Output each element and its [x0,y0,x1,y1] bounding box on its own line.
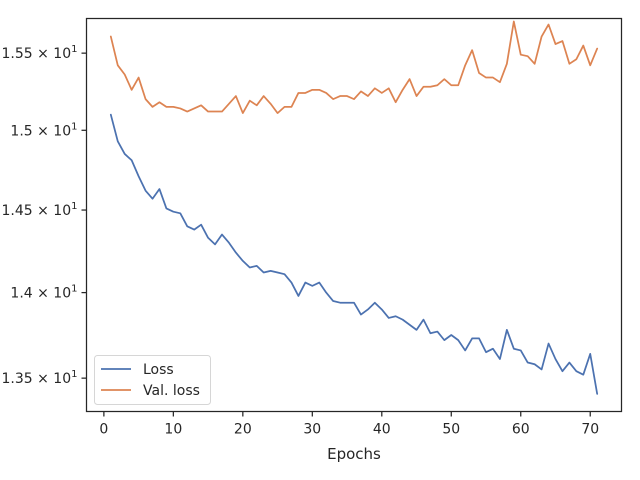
axes-frame [85,17,623,413]
series-layer [109,20,599,395]
y-tick-label: 1.4 × 101 [10,284,77,302]
x-tick-label: 50 [442,422,460,438]
x-tick-label: 40 [373,422,391,438]
x-tick-label: 0 [99,422,108,438]
y-tick-label: 1.55 × 101 [2,44,78,62]
y-axis: 1.35 × 101 1.4 × 101 1.45 × 101 1.5 × 101 1.… [2,44,87,387]
x-tick-label: 70 [581,422,599,438]
x-tick-label: 10 [164,422,182,438]
x-axis: 0 10 20 30 40 50 60 70 [99,411,599,438]
legend-box [94,355,211,405]
y-tick-label: 1.45 × 101 [2,201,78,219]
legend-label-val-loss: Val. loss [143,383,200,399]
legend: Loss Val. loss [94,355,211,405]
x-tick-label: 30 [303,422,321,438]
x-tick-label: 20 [234,422,252,438]
series-line-loss [109,113,599,395]
x-tick-label: 60 [512,422,530,438]
y-tick-label: 1.35 × 101 [2,369,78,387]
legend-label-loss: Loss [143,362,174,378]
x-axis-label: Epochs [327,445,381,463]
series-line-val-loss [109,20,599,114]
y-tick-label: 1.5 × 101 [10,121,77,139]
